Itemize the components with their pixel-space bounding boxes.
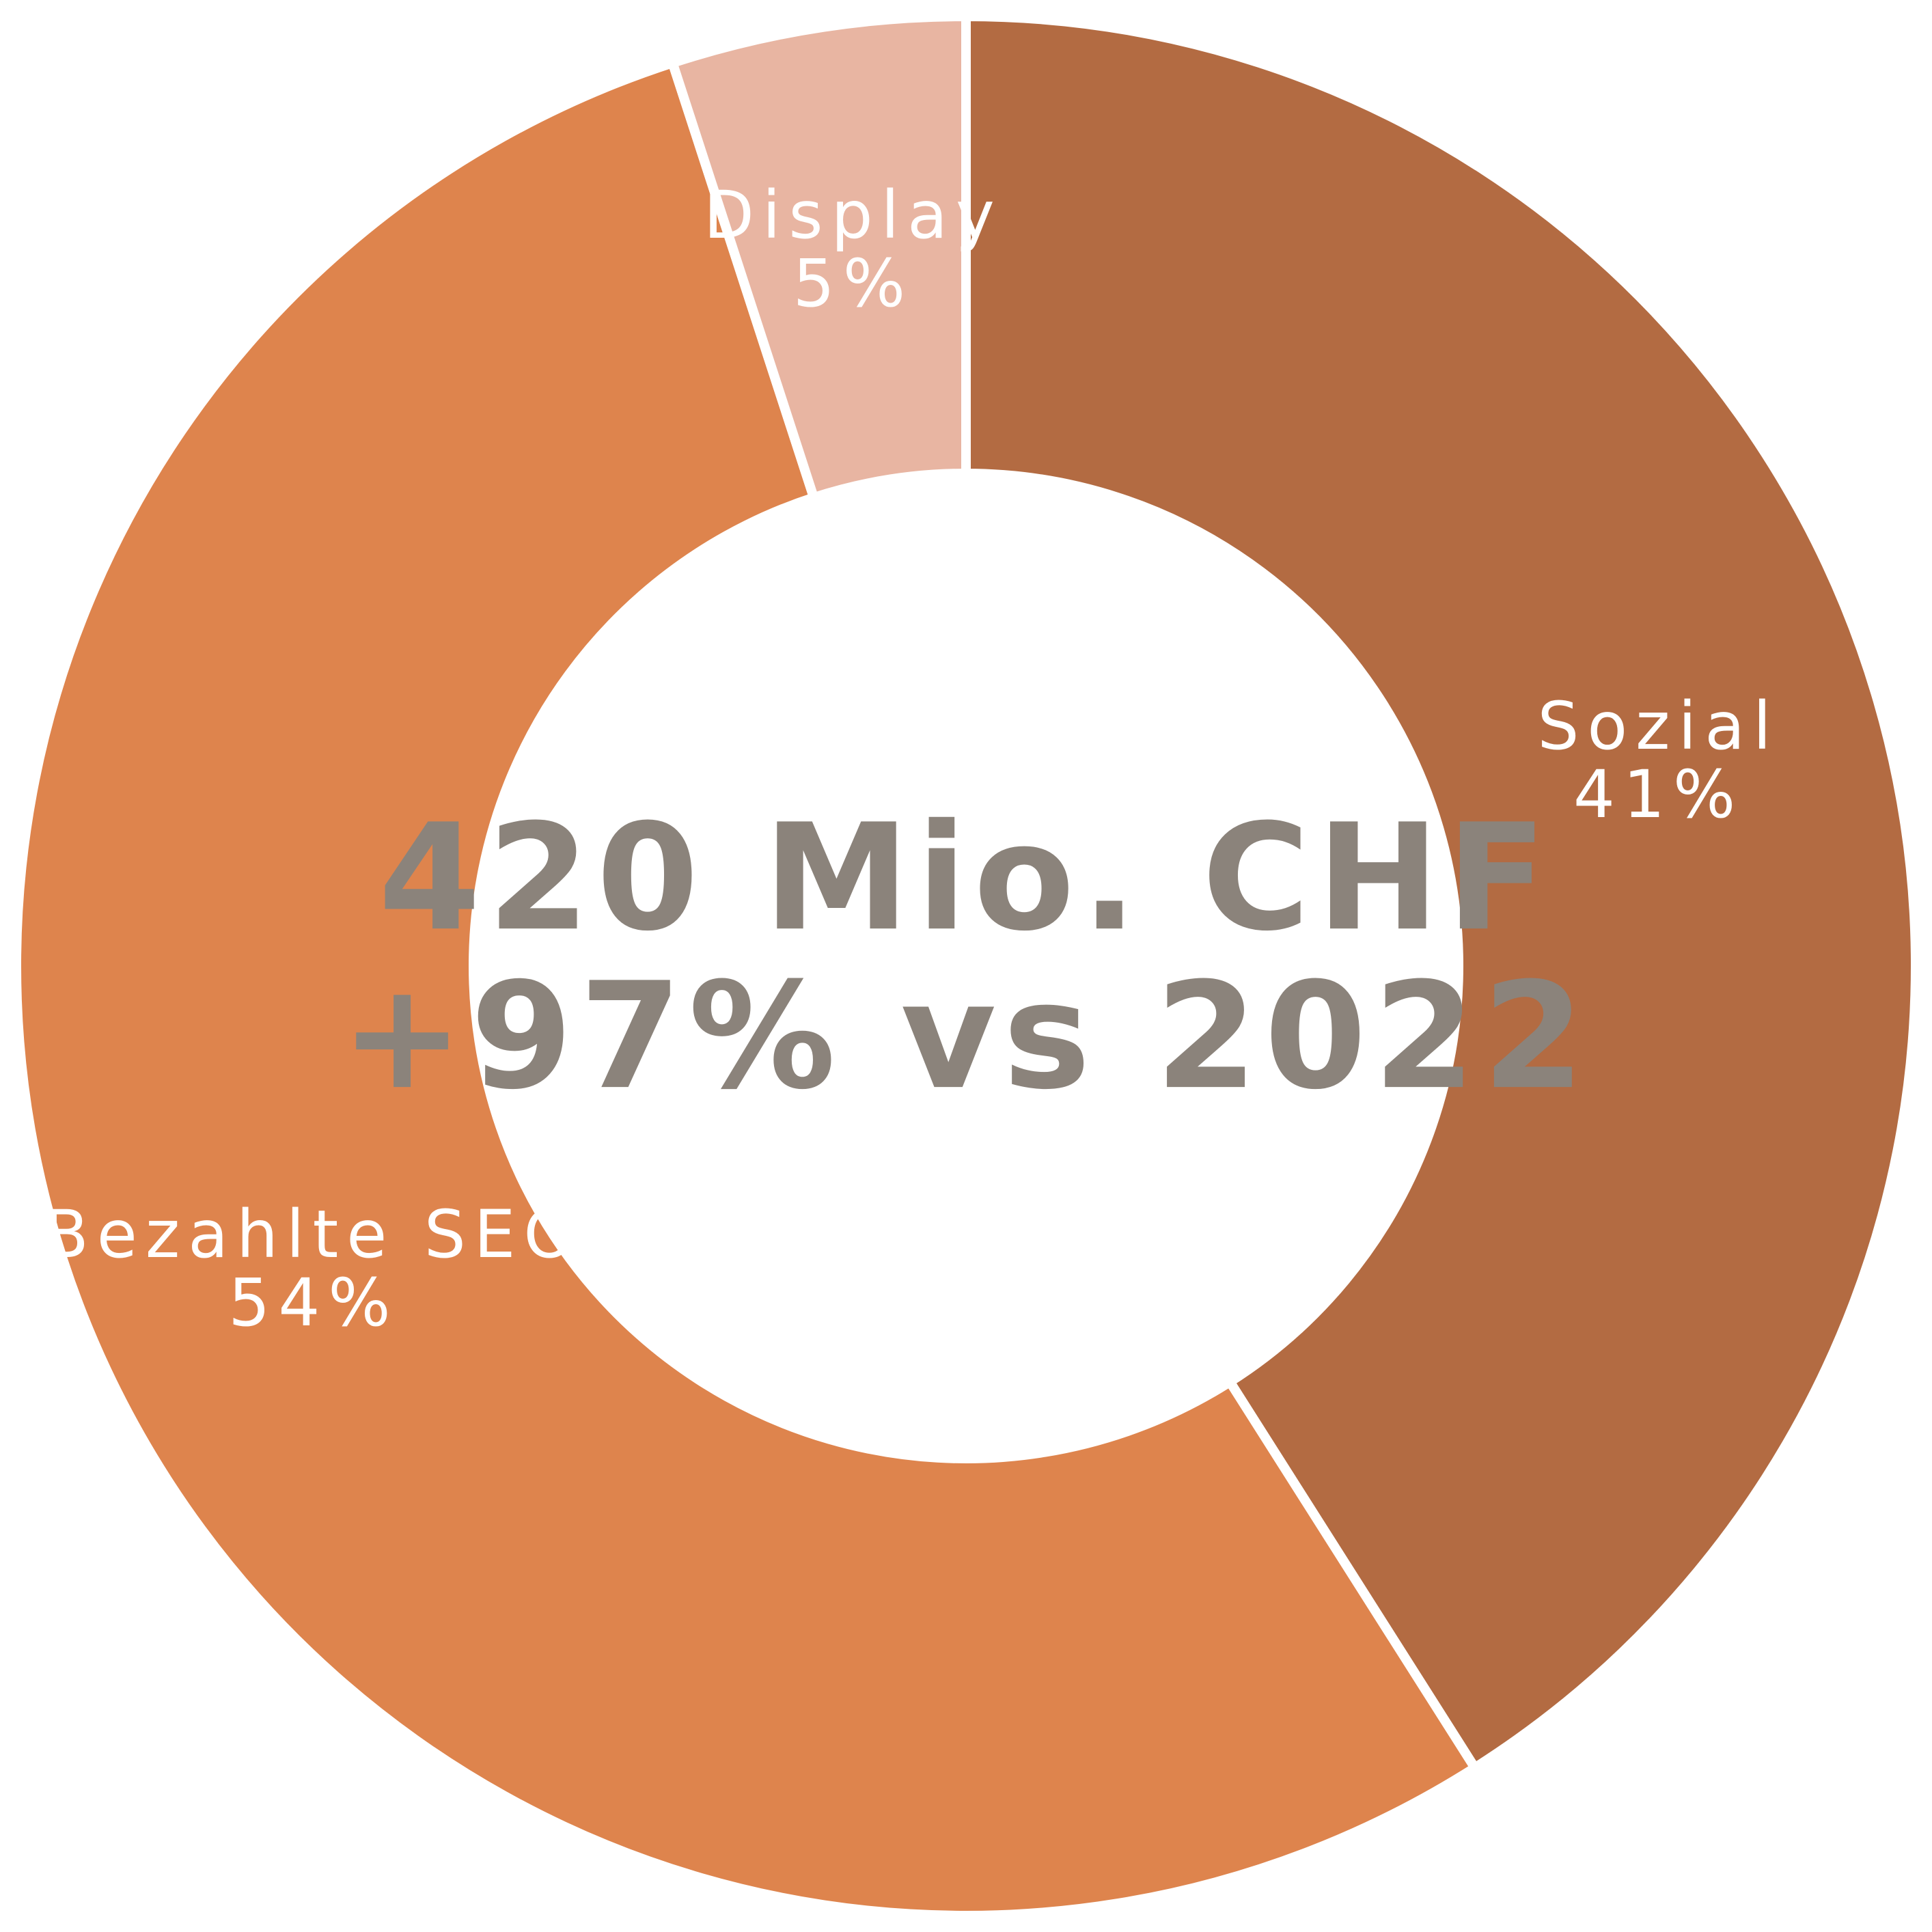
center-title: 420 Mio. CHF — [378, 792, 1554, 963]
donut-slice — [961, 11, 1920, 1775]
slice-label: Bezahlte SEO — [44, 1196, 583, 1273]
slice-label: Display — [704, 177, 1003, 253]
slice-value-label: 5% — [793, 245, 913, 322]
slice-value-label: 54% — [228, 1265, 398, 1341]
donut-slice — [666, 11, 971, 504]
slice-value-label: 41% — [1573, 756, 1743, 833]
donut-slice — [12, 57, 1482, 1920]
slice-label: Sozial — [1537, 688, 1779, 764]
center-subtitle: +97% vs 2022 — [341, 950, 1592, 1122]
